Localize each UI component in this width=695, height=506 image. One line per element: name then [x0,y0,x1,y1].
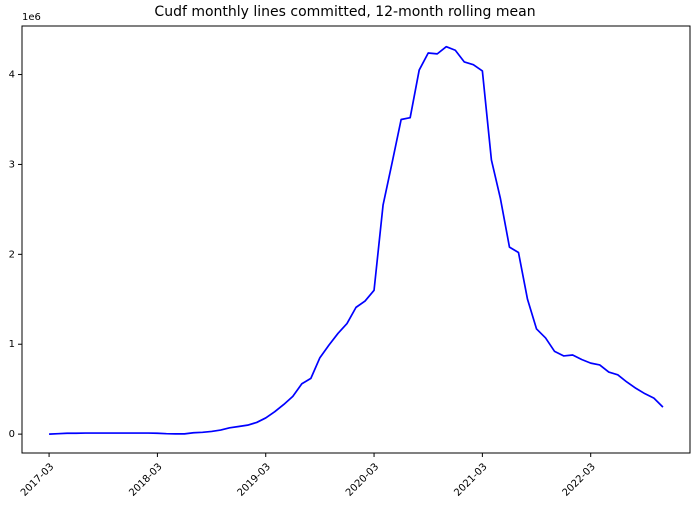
y-tick-label: 1 [9,339,15,350]
x-tick-label: 2020-03 [344,461,381,498]
x-tick-label: 2022-03 [561,461,598,498]
y-tick-label: 3 [9,159,15,170]
y-tick-label: 4 [9,70,15,81]
x-tick-label: 2021-03 [452,461,489,498]
x-tick-label: 2017-03 [19,461,56,498]
chart-title: Cudf monthly lines committed, 12-month r… [154,4,535,20]
y-tick-label: 2 [9,249,15,260]
plot-frame [21,25,691,454]
data-line [49,45,664,435]
y-tick-label: 0 [9,429,15,440]
x-tick-label: 2018-03 [127,461,164,498]
x-tick-label: 2019-03 [236,461,273,498]
y-offset-label: 1e6 [22,12,41,23]
